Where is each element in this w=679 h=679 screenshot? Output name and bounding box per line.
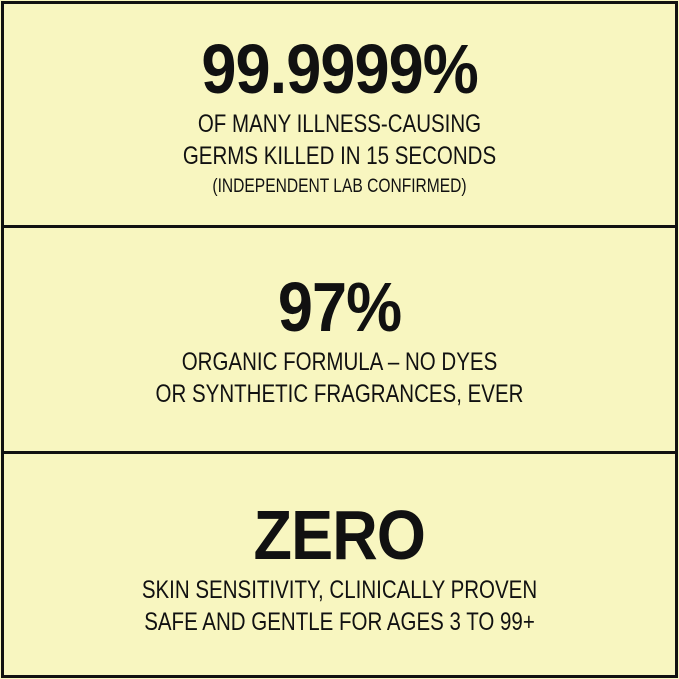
divider xyxy=(4,225,675,228)
panel-germs-killed: 99.9999% OF MANY ILLNESS-CAUSING GERMS K… xyxy=(4,34,675,202)
germs-line-2: GERMS KILLED IN 15 SECONDS xyxy=(182,142,497,170)
skin-line-1: SKIN SENSITIVITY, CLINICALLY PROVEN xyxy=(141,576,538,604)
germs-line-1: OF MANY ILLNESS-CAUSING xyxy=(197,110,482,138)
organic-line-1: ORGANIC FORMULA – NO DYES xyxy=(181,348,498,376)
panel-skin: ZERO SKIN SENSITIVITY, CLINICALLY PROVEN… xyxy=(4,500,675,638)
skin-line-2: SAFE AND GENTLE FOR AGES 3 TO 99+ xyxy=(144,608,535,636)
organic-line-2: OR SYNTHETIC FRAGRANCES, EVER xyxy=(155,380,524,408)
headline-germs: 99.9999% xyxy=(201,30,478,108)
divider xyxy=(4,451,675,454)
headline-organic: 97% xyxy=(277,268,402,346)
germs-note: (INDEPENDENT LAB CONFIRMED) xyxy=(212,176,467,197)
headline-zero: ZERO xyxy=(253,496,426,574)
panel-organic: 97% ORGANIC FORMULA – NO DYES OR SYNTHET… xyxy=(4,272,675,410)
